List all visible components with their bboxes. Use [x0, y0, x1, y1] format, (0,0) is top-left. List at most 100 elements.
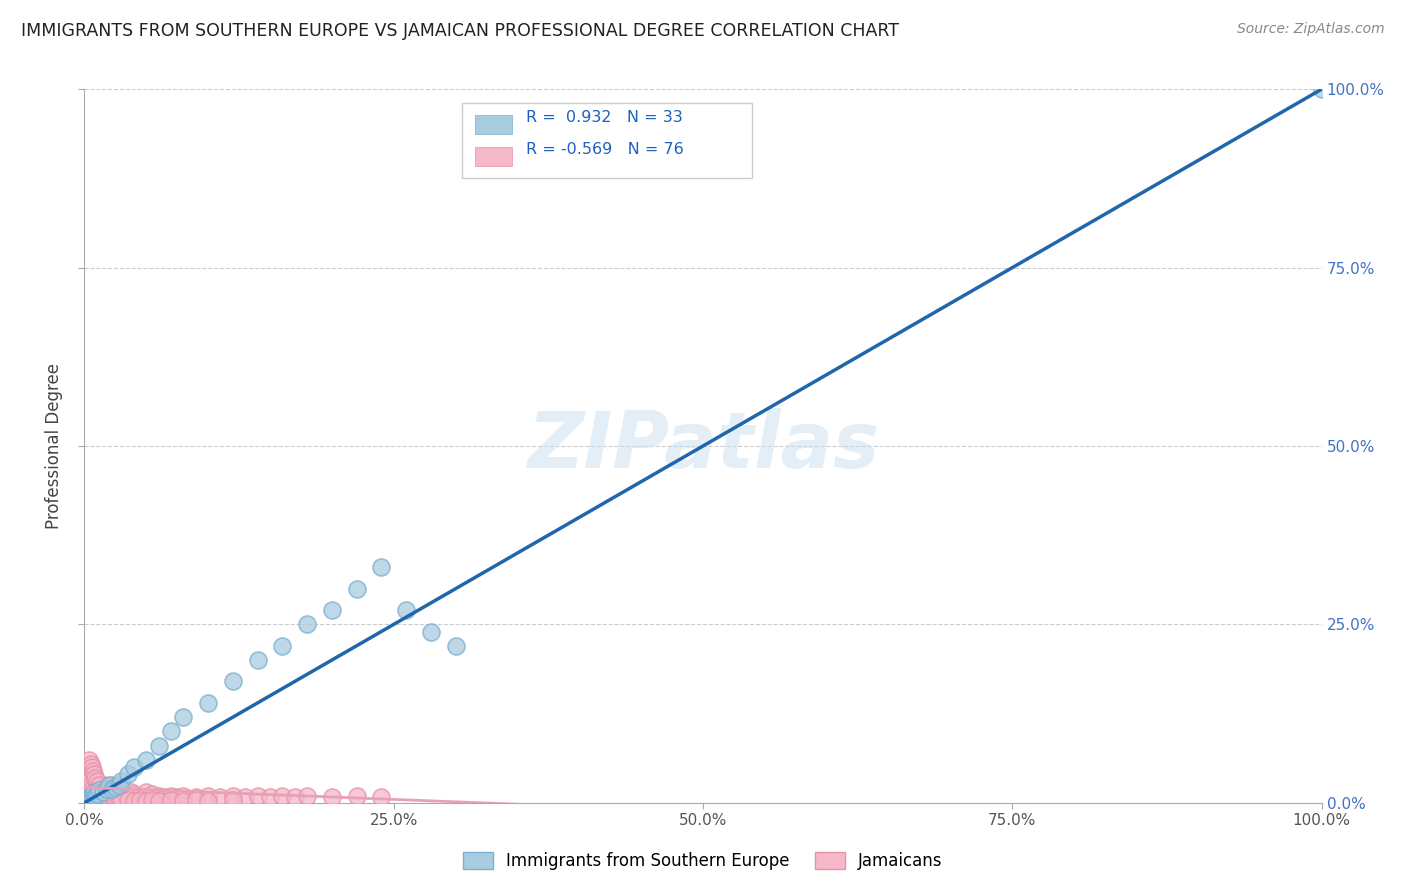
- Point: [222, 793, 245, 807]
- Point: [90, 781, 112, 796]
- Point: [104, 790, 127, 805]
- Point: [419, 624, 441, 639]
- Point: [89, 783, 111, 797]
- Point: [148, 789, 170, 803]
- Point: [122, 794, 145, 808]
- Point: [122, 787, 145, 801]
- Y-axis label: Professional Degree: Professional Degree: [45, 363, 63, 529]
- Point: [110, 785, 132, 799]
- Point: [93, 785, 115, 799]
- Point: [108, 778, 131, 792]
- Text: ZIPatlas: ZIPatlas: [527, 408, 879, 484]
- Point: [1310, 82, 1333, 96]
- Point: [148, 739, 170, 753]
- Point: [197, 696, 219, 710]
- Point: [117, 767, 139, 781]
- Point: [184, 790, 207, 805]
- Point: [166, 790, 188, 805]
- Point: [222, 789, 245, 803]
- Point: [98, 783, 121, 797]
- Point: [82, 787, 104, 801]
- Point: [153, 790, 176, 805]
- Point: [110, 774, 132, 789]
- Point: [97, 785, 120, 799]
- Point: [96, 781, 118, 796]
- Point: [172, 794, 194, 808]
- Text: Source: ZipAtlas.com: Source: ZipAtlas.com: [1237, 22, 1385, 37]
- Point: [89, 778, 111, 792]
- Point: [141, 787, 163, 801]
- Point: [79, 756, 101, 771]
- Point: [346, 789, 368, 803]
- Point: [284, 790, 307, 805]
- Point: [233, 790, 256, 805]
- Point: [91, 781, 114, 796]
- Point: [83, 767, 105, 781]
- Point: [129, 789, 152, 803]
- Point: [370, 790, 392, 805]
- Point: [112, 787, 135, 801]
- Point: [86, 785, 108, 799]
- Point: [246, 789, 269, 803]
- Point: [101, 785, 124, 799]
- FancyBboxPatch shape: [475, 147, 512, 166]
- Point: [141, 793, 163, 807]
- Point: [246, 653, 269, 667]
- Point: [104, 780, 127, 794]
- Point: [91, 785, 114, 799]
- Point: [89, 783, 111, 797]
- Point: [83, 787, 105, 801]
- Point: [87, 787, 110, 801]
- Point: [321, 603, 343, 617]
- Point: [91, 778, 114, 792]
- Point: [100, 781, 122, 796]
- FancyBboxPatch shape: [475, 115, 512, 134]
- Point: [98, 787, 121, 801]
- Point: [82, 764, 104, 778]
- Point: [117, 789, 139, 803]
- Point: [77, 792, 100, 806]
- Point: [271, 789, 294, 803]
- Point: [100, 778, 122, 792]
- Point: [79, 789, 101, 803]
- Point: [160, 724, 183, 739]
- Point: [79, 778, 101, 792]
- Point: [197, 789, 219, 803]
- Point: [209, 790, 232, 805]
- Point: [79, 753, 101, 767]
- Point: [346, 582, 368, 596]
- Point: [80, 760, 103, 774]
- Point: [370, 560, 392, 574]
- Text: R = -0.569   N = 76: R = -0.569 N = 76: [526, 143, 683, 157]
- Point: [76, 767, 98, 781]
- Point: [271, 639, 294, 653]
- Legend: Immigrants from Southern Europe, Jamaicans: Immigrants from Southern Europe, Jamaica…: [457, 845, 949, 877]
- Point: [160, 793, 183, 807]
- Point: [110, 792, 132, 806]
- Point: [172, 789, 194, 803]
- Point: [395, 603, 418, 617]
- Point: [100, 789, 122, 803]
- Point: [122, 760, 145, 774]
- Point: [135, 785, 157, 799]
- Point: [107, 789, 129, 803]
- Point: [135, 794, 157, 808]
- Point: [98, 781, 121, 796]
- Point: [84, 771, 107, 785]
- Point: [321, 790, 343, 805]
- Point: [295, 617, 318, 632]
- Point: [84, 789, 107, 803]
- Point: [444, 639, 467, 653]
- Point: [86, 774, 108, 789]
- Point: [94, 787, 117, 801]
- Point: [108, 791, 131, 805]
- Point: [79, 774, 101, 789]
- Point: [160, 789, 183, 803]
- Point: [80, 790, 103, 805]
- Point: [96, 789, 118, 803]
- Point: [129, 793, 152, 807]
- Point: [117, 793, 139, 807]
- Point: [197, 794, 219, 808]
- Point: [104, 787, 127, 801]
- Point: [80, 781, 103, 796]
